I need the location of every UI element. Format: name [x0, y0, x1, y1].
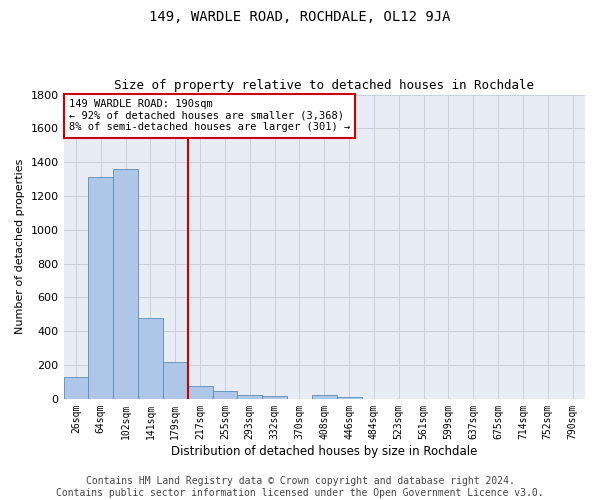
Bar [238, 394, 262, 399]
Bar [138, 318, 163, 399]
Y-axis label: Number of detached properties: Number of detached properties [15, 159, 25, 334]
Text: 149 WARDLE ROAD: 190sqm
← 92% of detached houses are smaller (3,368)
8% of semi-: 149 WARDLE ROAD: 190sqm ← 92% of detache… [69, 99, 350, 132]
Bar [262, 396, 287, 399]
Text: 149, WARDLE ROAD, ROCHDALE, OL12 9JA: 149, WARDLE ROAD, ROCHDALE, OL12 9JA [149, 10, 451, 24]
Bar [212, 391, 238, 399]
Title: Size of property relative to detached houses in Rochdale: Size of property relative to detached ho… [114, 79, 534, 92]
Bar [88, 178, 113, 399]
Bar [64, 377, 88, 399]
Bar [163, 362, 188, 399]
Bar [188, 386, 212, 399]
Bar [312, 396, 337, 399]
X-axis label: Distribution of detached houses by size in Rochdale: Distribution of detached houses by size … [171, 444, 478, 458]
Bar [337, 397, 362, 399]
Bar [113, 169, 138, 399]
Text: Contains HM Land Registry data © Crown copyright and database right 2024.
Contai: Contains HM Land Registry data © Crown c… [56, 476, 544, 498]
